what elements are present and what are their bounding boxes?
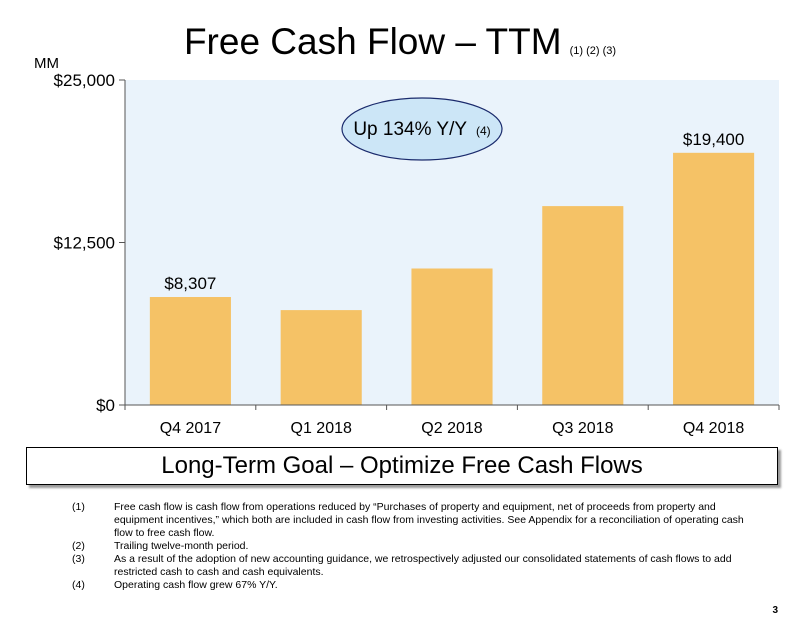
svg-text:Up 134% Y/Y (4): Up 134% Y/Y (4) <box>353 119 490 140</box>
bar-q3-2018 <box>542 206 624 405</box>
page-number: 3 <box>772 605 778 616</box>
footnote-text: Trailing twelve-month period. <box>114 540 249 552</box>
bar-q1-2018 <box>280 310 362 405</box>
footnote-number: (3) <box>72 553 85 565</box>
callout-ellipse: Up 134% Y/Y (4) <box>341 97 503 161</box>
title-text: Free Cash Flow – TTM <box>183 21 562 62</box>
footnote-text: Operating cash flow grew 67% Y/Y. <box>114 579 278 591</box>
x-tick-label: Q3 2018 <box>552 420 613 437</box>
footnote-text: Free cash flow is cash flow from operati… <box>114 501 744 539</box>
x-tick-label: Q4 2018 <box>683 420 744 437</box>
footnote-number: (1) <box>72 501 85 513</box>
footnote-3: (3) As a result of the adoption of new ac… <box>72 553 752 579</box>
footnote-1: (1) Free cash flow is cash flow from oper… <box>72 501 752 540</box>
data-label: $8,307 <box>164 274 216 293</box>
unit-label: MM <box>34 55 59 72</box>
footnote-text: As a result of the adoption of new accou… <box>114 553 732 578</box>
chart-title: Free Cash Flow – TTM (1) (2) (3) <box>0 18 800 75</box>
callout-footnote-ref: (4) <box>476 124 491 138</box>
callout-text: Up 134% Y/Y <box>353 119 467 140</box>
x-tick-label: Q4 2017 <box>160 420 221 437</box>
long-term-goal-box: Long-Term Goal – Optimize Free Cash Flow… <box>26 447 778 485</box>
bar-q2-2018 <box>411 268 493 405</box>
y-tick-label: $25,000 <box>54 71 115 90</box>
x-tick-label: Q2 2018 <box>421 420 482 437</box>
footnote-number: (2) <box>72 540 85 552</box>
data-label: $19,400 <box>683 130 744 149</box>
footnote-4: (4) Operating cash flow grew 67% Y/Y. <box>72 579 752 592</box>
bar-q4-2017 <box>149 297 231 405</box>
footnote-2: (2) Trailing twelve-month period. <box>72 540 752 553</box>
y-tick-label: $0 <box>96 396 115 415</box>
long-term-goal-text: Long-Term Goal – Optimize Free Cash Flow… <box>161 452 643 479</box>
bar-chart: $0 $12,500 $25,000 Q4 2017 $8,307 Q1 2018 Q2 … <box>54 71 780 437</box>
x-tick-label: Q1 2018 <box>291 420 352 437</box>
bar-q4-2018 <box>673 152 755 405</box>
footnotes: (1) Free cash flow is cash flow from oper… <box>72 501 752 592</box>
footnote-number: (4) <box>72 579 85 591</box>
y-tick-label: $12,500 <box>54 234 115 253</box>
title-footnote-refs: (1) (2) (3) <box>569 45 617 57</box>
